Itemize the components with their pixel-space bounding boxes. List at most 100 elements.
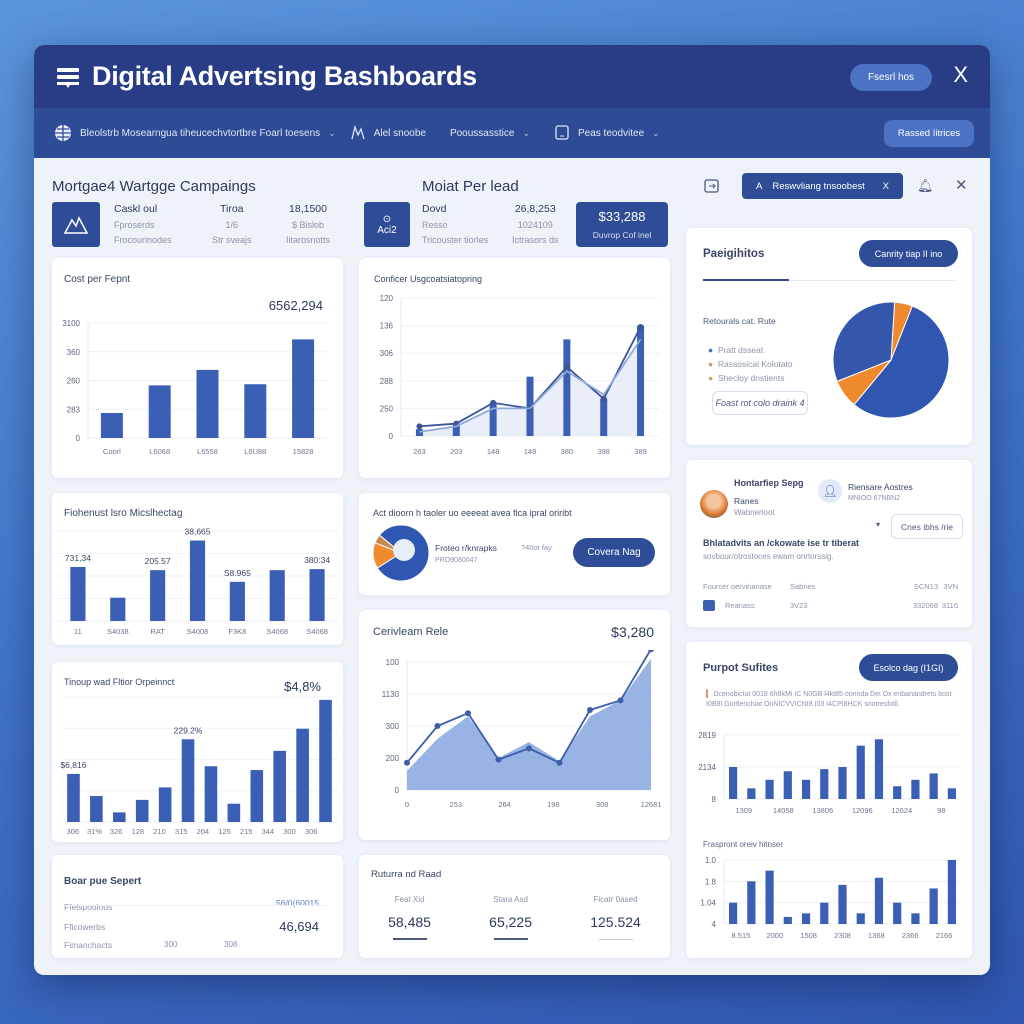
frequency-bar-chart: 4 1.04 1.8 1.0 8.515 2000 1508 2308 1368 2366 2166 <box>700 856 961 940</box>
filter-chip[interactable]: A Reswvliang tnsoobest X <box>742 173 903 199</box>
bar <box>250 770 264 822</box>
data-point <box>556 759 563 766</box>
tab-underline <box>703 279 789 281</box>
x-tick-label: 1368 <box>868 931 885 940</box>
table-header: Fourcer oervinanase Sabnes SCN13 3VN <box>703 582 958 591</box>
x-tick-label: 326 <box>110 827 123 836</box>
bar <box>765 779 774 799</box>
suites-bar-chart: 8 2134 2819 1309 14058 13806 12096 12624 98 <box>698 731 961 815</box>
kpi-col: 26,8,253 1024109 Ictrasors ds <box>512 203 559 245</box>
kpi-col: Tiroa 1/6 Str sveajs <box>212 203 252 245</box>
avatar[interactable] <box>700 490 728 518</box>
bar <box>729 902 738 924</box>
y-tick-label: 8 <box>712 795 717 804</box>
data-point <box>416 423 423 430</box>
table-row[interactable]: Reanass 3V23 332068 3116 <box>703 600 958 611</box>
options-button[interactable]: Cnes ibhs /rie <box>891 514 963 539</box>
x-tick-label: F3K8 <box>228 627 246 636</box>
chevron-down-icon: ⌄ <box>522 127 530 138</box>
nav-item-1[interactable]: Alel snoobe <box>350 125 426 141</box>
x-tick-label: 210 <box>153 827 166 836</box>
globe-icon <box>55 125 71 141</box>
x-tick-label: 263 <box>413 447 426 456</box>
stat: Ficatr 0ased 125.524 <box>590 895 641 940</box>
conversion-rate-card: Cerivleam Rele $3,280 0 200 300 1130 100 0 253… <box>359 610 670 840</box>
data-label: 380:34 <box>304 555 330 565</box>
returns-stats: Feat Xid 58,485 Stara Asd 65,225 Ficatr 0a… <box>359 895 670 940</box>
series-area <box>407 658 651 790</box>
nav-item-2[interactable]: Pooussasstice ⌄ <box>449 127 530 139</box>
menu-icon[interactable] <box>56 65 80 89</box>
nav-item-0[interactable]: Bleolstrb Mosearngua tiheucechvtortbre F… <box>54 124 336 142</box>
x-tick-label: 204 <box>197 827 210 836</box>
details-button[interactable]: Foast rot colo draink 4 <box>712 391 808 415</box>
bar <box>947 860 956 924</box>
panel-action-button[interactable]: Canrity tiap II ino <box>859 240 958 267</box>
bar <box>452 423 460 436</box>
y-tick-label: 2134 <box>698 763 716 772</box>
data-point <box>434 723 441 729</box>
expense-card: Tinoup wad Fltior Orpeinnct $4,8% $6,816… <box>52 662 343 842</box>
x-tick-label: 31% <box>87 827 102 836</box>
panel-action-button[interactable]: Esolco dag (I1GI) <box>859 654 958 681</box>
mountain-icon <box>52 202 100 247</box>
y-tick-label: 360 <box>67 348 81 357</box>
pie-panel: Paeigihitos Canrity tiap II ino Retoural… <box>686 228 972 445</box>
title-action-button[interactable]: Fsesrl hos <box>850 64 932 91</box>
bar <box>112 812 126 822</box>
x-tick-label: 15828 <box>293 447 314 456</box>
bar <box>600 398 608 436</box>
bar <box>229 581 245 621</box>
bar <box>489 402 497 436</box>
pie-legend: ● Pratt dsseat ● Rassosical Kolotato ● S… <box>708 345 793 383</box>
data-point <box>648 650 654 653</box>
x-tick-label: 203 <box>450 447 463 456</box>
bar <box>296 728 309 822</box>
cost-per-report-card: Cost per Fepnt 6562,294 0 283 260 360 3100 Co… <box>52 258 343 478</box>
bar <box>856 913 865 924</box>
x-tick-label: L6068 <box>149 447 170 456</box>
chip-close-icon[interactable]: X <box>882 180 889 192</box>
bar <box>90 796 103 822</box>
combo-chart-card: Conficer Usgcoatsiatopring 0 250 288 306 136… <box>359 258 670 478</box>
stat: Feat Xid 58,485 <box>388 895 431 940</box>
bell-icon[interactable]: 🔔︎ <box>917 178 934 193</box>
bar <box>244 384 267 438</box>
close-icon[interactable]: ✕ <box>955 177 968 194</box>
bar <box>189 540 206 621</box>
export-icon[interactable] <box>704 178 720 194</box>
x-tick-label: S4068 <box>306 627 328 636</box>
board-report-card: Boar pue Sepert Ffelspoolous 56/0(60015 … <box>52 855 343 958</box>
x-tick-label: 264 <box>498 800 511 809</box>
cover-button[interactable]: Covera Nag <box>573 538 655 567</box>
lock-tile: ⊙ Aci2 <box>364 202 410 247</box>
data-point <box>404 759 410 766</box>
y-tick-label: 283 <box>67 405 81 414</box>
bar <box>947 788 956 799</box>
x-tick-label: 12681 <box>641 800 662 809</box>
bar <box>292 339 315 438</box>
nav-item-3[interactable]: Peas teodvitee ⌄ <box>554 125 660 141</box>
data-label: 205.57 <box>145 556 171 566</box>
y-tick-label: 288 <box>380 377 394 386</box>
donut-chart <box>372 524 430 582</box>
nav-action-button[interactable]: Rassed Iitrices <box>884 120 974 147</box>
y-tick-label: 260 <box>67 377 81 386</box>
bar <box>838 884 847 924</box>
x-tick-label: 148 <box>487 447 500 456</box>
data-point <box>563 364 570 370</box>
bar <box>747 881 756 924</box>
data-point <box>637 323 644 330</box>
y-tick-label: 200 <box>386 754 400 763</box>
data-label: S8.965 <box>224 568 251 578</box>
kpi-col: 18,1500 $ Bislob Iitarosnotts <box>286 203 331 245</box>
bar <box>135 799 149 822</box>
data-point <box>617 697 624 704</box>
bar <box>893 786 902 799</box>
x-tick-label: 8.515 <box>732 931 751 940</box>
x-tick-label: 12096 <box>852 806 873 815</box>
x-tick-label: 389 <box>634 447 647 456</box>
close-window-button[interactable]: X <box>953 62 968 87</box>
x-tick-label: 13806 <box>812 806 833 815</box>
data-label: $6,816 <box>60 760 86 770</box>
